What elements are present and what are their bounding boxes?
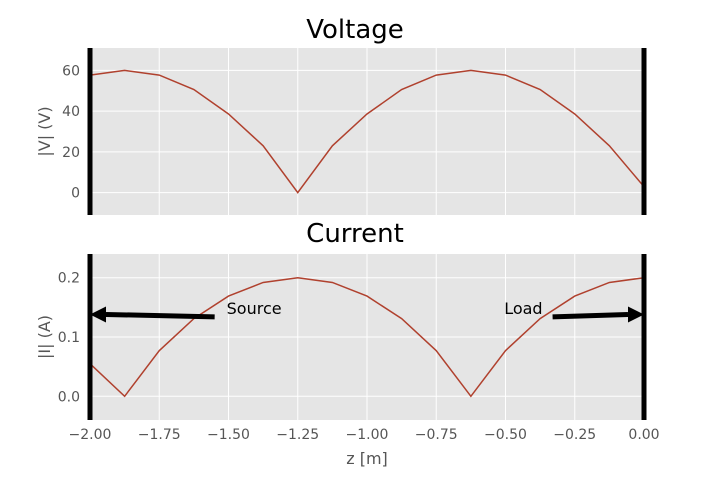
current-xtick-label: −0.25 (553, 427, 596, 443)
current-xtick-label: 0.00 (628, 427, 659, 443)
load-arrow-shaft (552, 311, 629, 320)
current-panel: 0.0 0.1 0.2 Current |I| (A) −2.00 −1.75 −1.50 −1… (35, 219, 660, 468)
source-annotation: Source (227, 299, 282, 318)
voltage-ylabel: |V| (V) (35, 106, 54, 156)
current-xtick-label: −2.00 (69, 427, 112, 443)
current-ytick-label: 0.0 (58, 389, 80, 405)
current-series-line (89, 276, 645, 398)
current-xtick-label: −1.00 (346, 427, 389, 443)
current-xtick-label: −0.50 (484, 427, 527, 443)
voltage-panel: 0 20 40 60 Voltage |V| (V) (35, 15, 647, 215)
load-arrow-head (628, 306, 644, 323)
load-annotation: Load (504, 299, 542, 318)
voltage-series-line (89, 69, 645, 194)
voltage-ytick-label: 20 (62, 145, 80, 161)
current-xtick-label: −1.75 (138, 427, 181, 443)
current-ytick-label: 0.2 (58, 271, 80, 287)
current-xlabel: z [m] (346, 449, 388, 468)
voltage-title: Voltage (306, 15, 404, 45)
source-arrow-shaft (105, 311, 215, 320)
current-title: Current (306, 219, 404, 249)
source-arrow-head (90, 306, 106, 323)
current-xtick-label: −1.50 (207, 427, 250, 443)
voltage-ytick-label: 0 (71, 186, 80, 202)
current-xtick-label: −0.75 (415, 427, 458, 443)
voltage-ytick-label: 60 (62, 63, 80, 79)
current-ytick-label: 0.1 (58, 330, 80, 346)
current-xtick-label: −1.25 (276, 427, 319, 443)
voltage-ytick-label: 40 (62, 104, 80, 120)
current-ylabel: |I| (A) (35, 315, 54, 359)
